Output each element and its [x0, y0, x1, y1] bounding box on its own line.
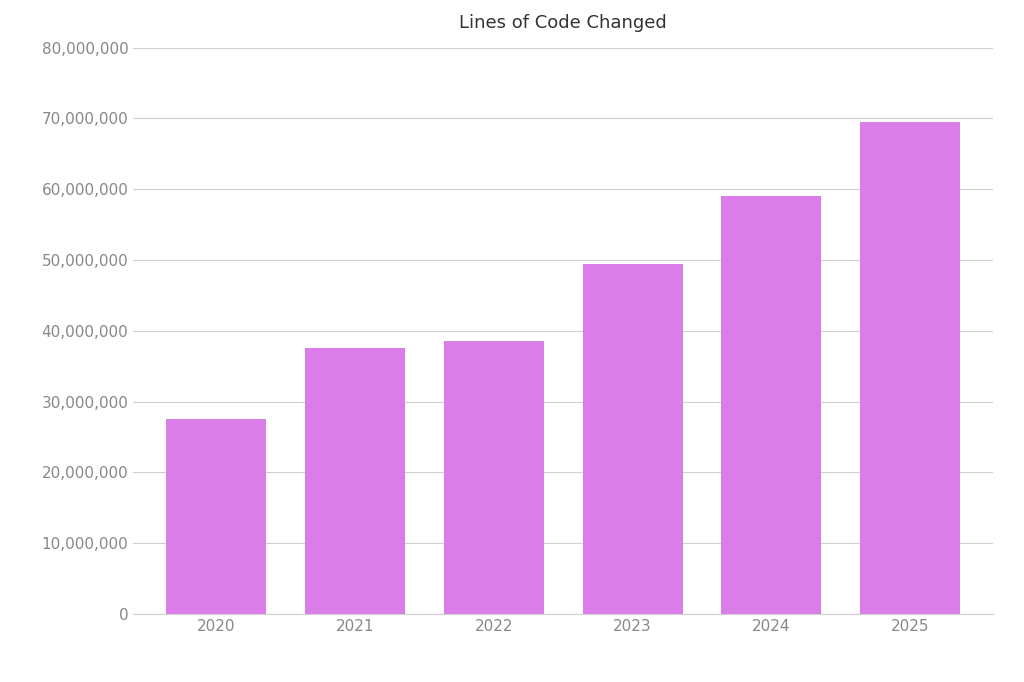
- Bar: [860, 122, 959, 614]
- Bar: [167, 419, 266, 614]
- Bar: [721, 196, 821, 614]
- Title: Lines of Code Changed: Lines of Code Changed: [460, 14, 667, 32]
- Bar: [443, 342, 544, 614]
- Bar: [583, 263, 683, 614]
- Bar: [305, 349, 406, 614]
